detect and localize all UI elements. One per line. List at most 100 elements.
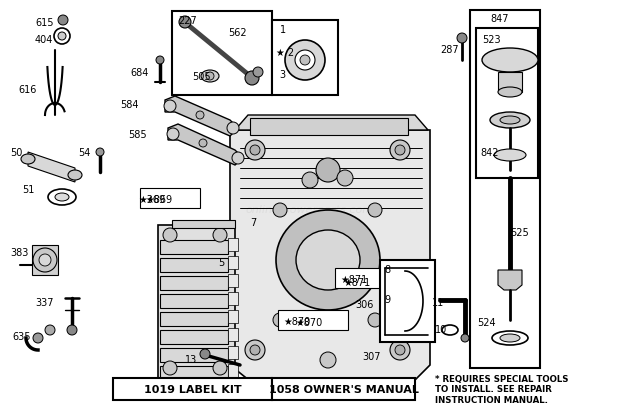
Text: 13: 13 (185, 355, 197, 365)
Bar (498, 72, 522, 92)
Polygon shape (160, 348, 228, 362)
Text: 307: 307 (362, 352, 381, 362)
Bar (228, 310, 238, 323)
Circle shape (390, 140, 410, 160)
Text: 3: 3 (279, 70, 285, 80)
Text: ★871: ★871 (340, 275, 367, 285)
Text: 11: 11 (432, 298, 445, 308)
Text: 524: 524 (477, 318, 495, 328)
Circle shape (156, 56, 164, 64)
Text: 7: 7 (250, 218, 256, 228)
Bar (228, 328, 238, 341)
Circle shape (227, 122, 239, 134)
Bar (228, 364, 238, 377)
Text: 287: 287 (440, 45, 459, 55)
Text: 584: 584 (120, 100, 138, 110)
Text: 847: 847 (490, 14, 508, 24)
Text: ★871: ★871 (343, 278, 370, 288)
Text: 5: 5 (218, 258, 224, 268)
Circle shape (457, 33, 467, 43)
Ellipse shape (21, 154, 35, 164)
Polygon shape (160, 366, 228, 380)
Bar (113, 378, 272, 400)
Text: 306: 306 (355, 300, 373, 310)
Text: onlinemowerparts.com: onlinemowerparts.com (246, 205, 374, 215)
Text: 51: 51 (22, 185, 34, 195)
Circle shape (300, 55, 310, 65)
Text: ★869: ★869 (145, 195, 172, 205)
Bar (228, 256, 238, 269)
Text: 562: 562 (228, 28, 247, 38)
Bar (272, 378, 415, 400)
Circle shape (320, 352, 336, 368)
Text: * REQUIRES SPECIAL TOOLS
TO INSTALL. SEE REPAIR
INSTRUCTION MANUAL.: * REQUIRES SPECIAL TOOLS TO INSTALL. SEE… (435, 375, 569, 405)
Circle shape (199, 139, 207, 147)
Bar (228, 346, 238, 359)
Circle shape (206, 72, 214, 80)
Polygon shape (165, 96, 238, 136)
Bar (272, 20, 338, 95)
Polygon shape (172, 220, 235, 228)
Circle shape (302, 172, 318, 188)
Text: 1019 LABEL KIT: 1019 LABEL KIT (144, 385, 241, 395)
Circle shape (39, 254, 51, 266)
Circle shape (461, 334, 469, 342)
Circle shape (200, 349, 210, 359)
Circle shape (250, 345, 260, 355)
Text: 227: 227 (178, 16, 197, 26)
Text: 50: 50 (10, 148, 22, 158)
Text: 635: 635 (12, 332, 30, 342)
Text: 1: 1 (280, 25, 286, 35)
Bar (250, 118, 408, 135)
Polygon shape (32, 245, 58, 275)
Circle shape (245, 71, 259, 85)
Text: ★369: ★369 (138, 195, 165, 205)
Polygon shape (158, 225, 235, 378)
Ellipse shape (494, 149, 526, 161)
Text: 8: 8 (384, 265, 390, 275)
Circle shape (273, 313, 287, 327)
Polygon shape (168, 124, 243, 165)
Circle shape (58, 15, 68, 25)
Circle shape (196, 111, 204, 119)
Text: 337: 337 (35, 298, 53, 308)
Circle shape (179, 16, 191, 28)
Circle shape (285, 40, 325, 80)
Ellipse shape (490, 112, 530, 128)
Circle shape (337, 170, 353, 186)
Circle shape (395, 145, 405, 155)
Circle shape (368, 203, 382, 217)
Circle shape (163, 228, 177, 242)
Bar (476, 28, 538, 178)
Ellipse shape (500, 116, 520, 124)
Text: 1058 OWNER'S MANUAL: 1058 OWNER'S MANUAL (268, 385, 418, 395)
Bar (228, 238, 238, 251)
Text: ★870: ★870 (295, 318, 322, 328)
Circle shape (33, 333, 43, 343)
Ellipse shape (498, 87, 522, 97)
Bar (278, 310, 348, 330)
Circle shape (395, 345, 405, 355)
Text: 615: 615 (35, 18, 53, 28)
Circle shape (253, 67, 263, 77)
Bar (470, 10, 540, 368)
Circle shape (167, 128, 179, 140)
Circle shape (368, 313, 382, 327)
Circle shape (163, 361, 177, 375)
Circle shape (245, 140, 265, 160)
Polygon shape (160, 330, 228, 344)
Text: 525: 525 (510, 228, 529, 238)
Polygon shape (230, 130, 430, 385)
Polygon shape (28, 152, 75, 182)
Text: 842: 842 (480, 148, 498, 158)
Polygon shape (160, 240, 228, 254)
Text: 10: 10 (435, 325, 447, 335)
Text: 505: 505 (192, 72, 211, 82)
Circle shape (164, 100, 176, 112)
Circle shape (232, 152, 244, 164)
Bar (228, 274, 238, 287)
Bar (172, 11, 272, 95)
Circle shape (390, 340, 410, 360)
Polygon shape (160, 276, 228, 290)
Circle shape (316, 158, 340, 182)
